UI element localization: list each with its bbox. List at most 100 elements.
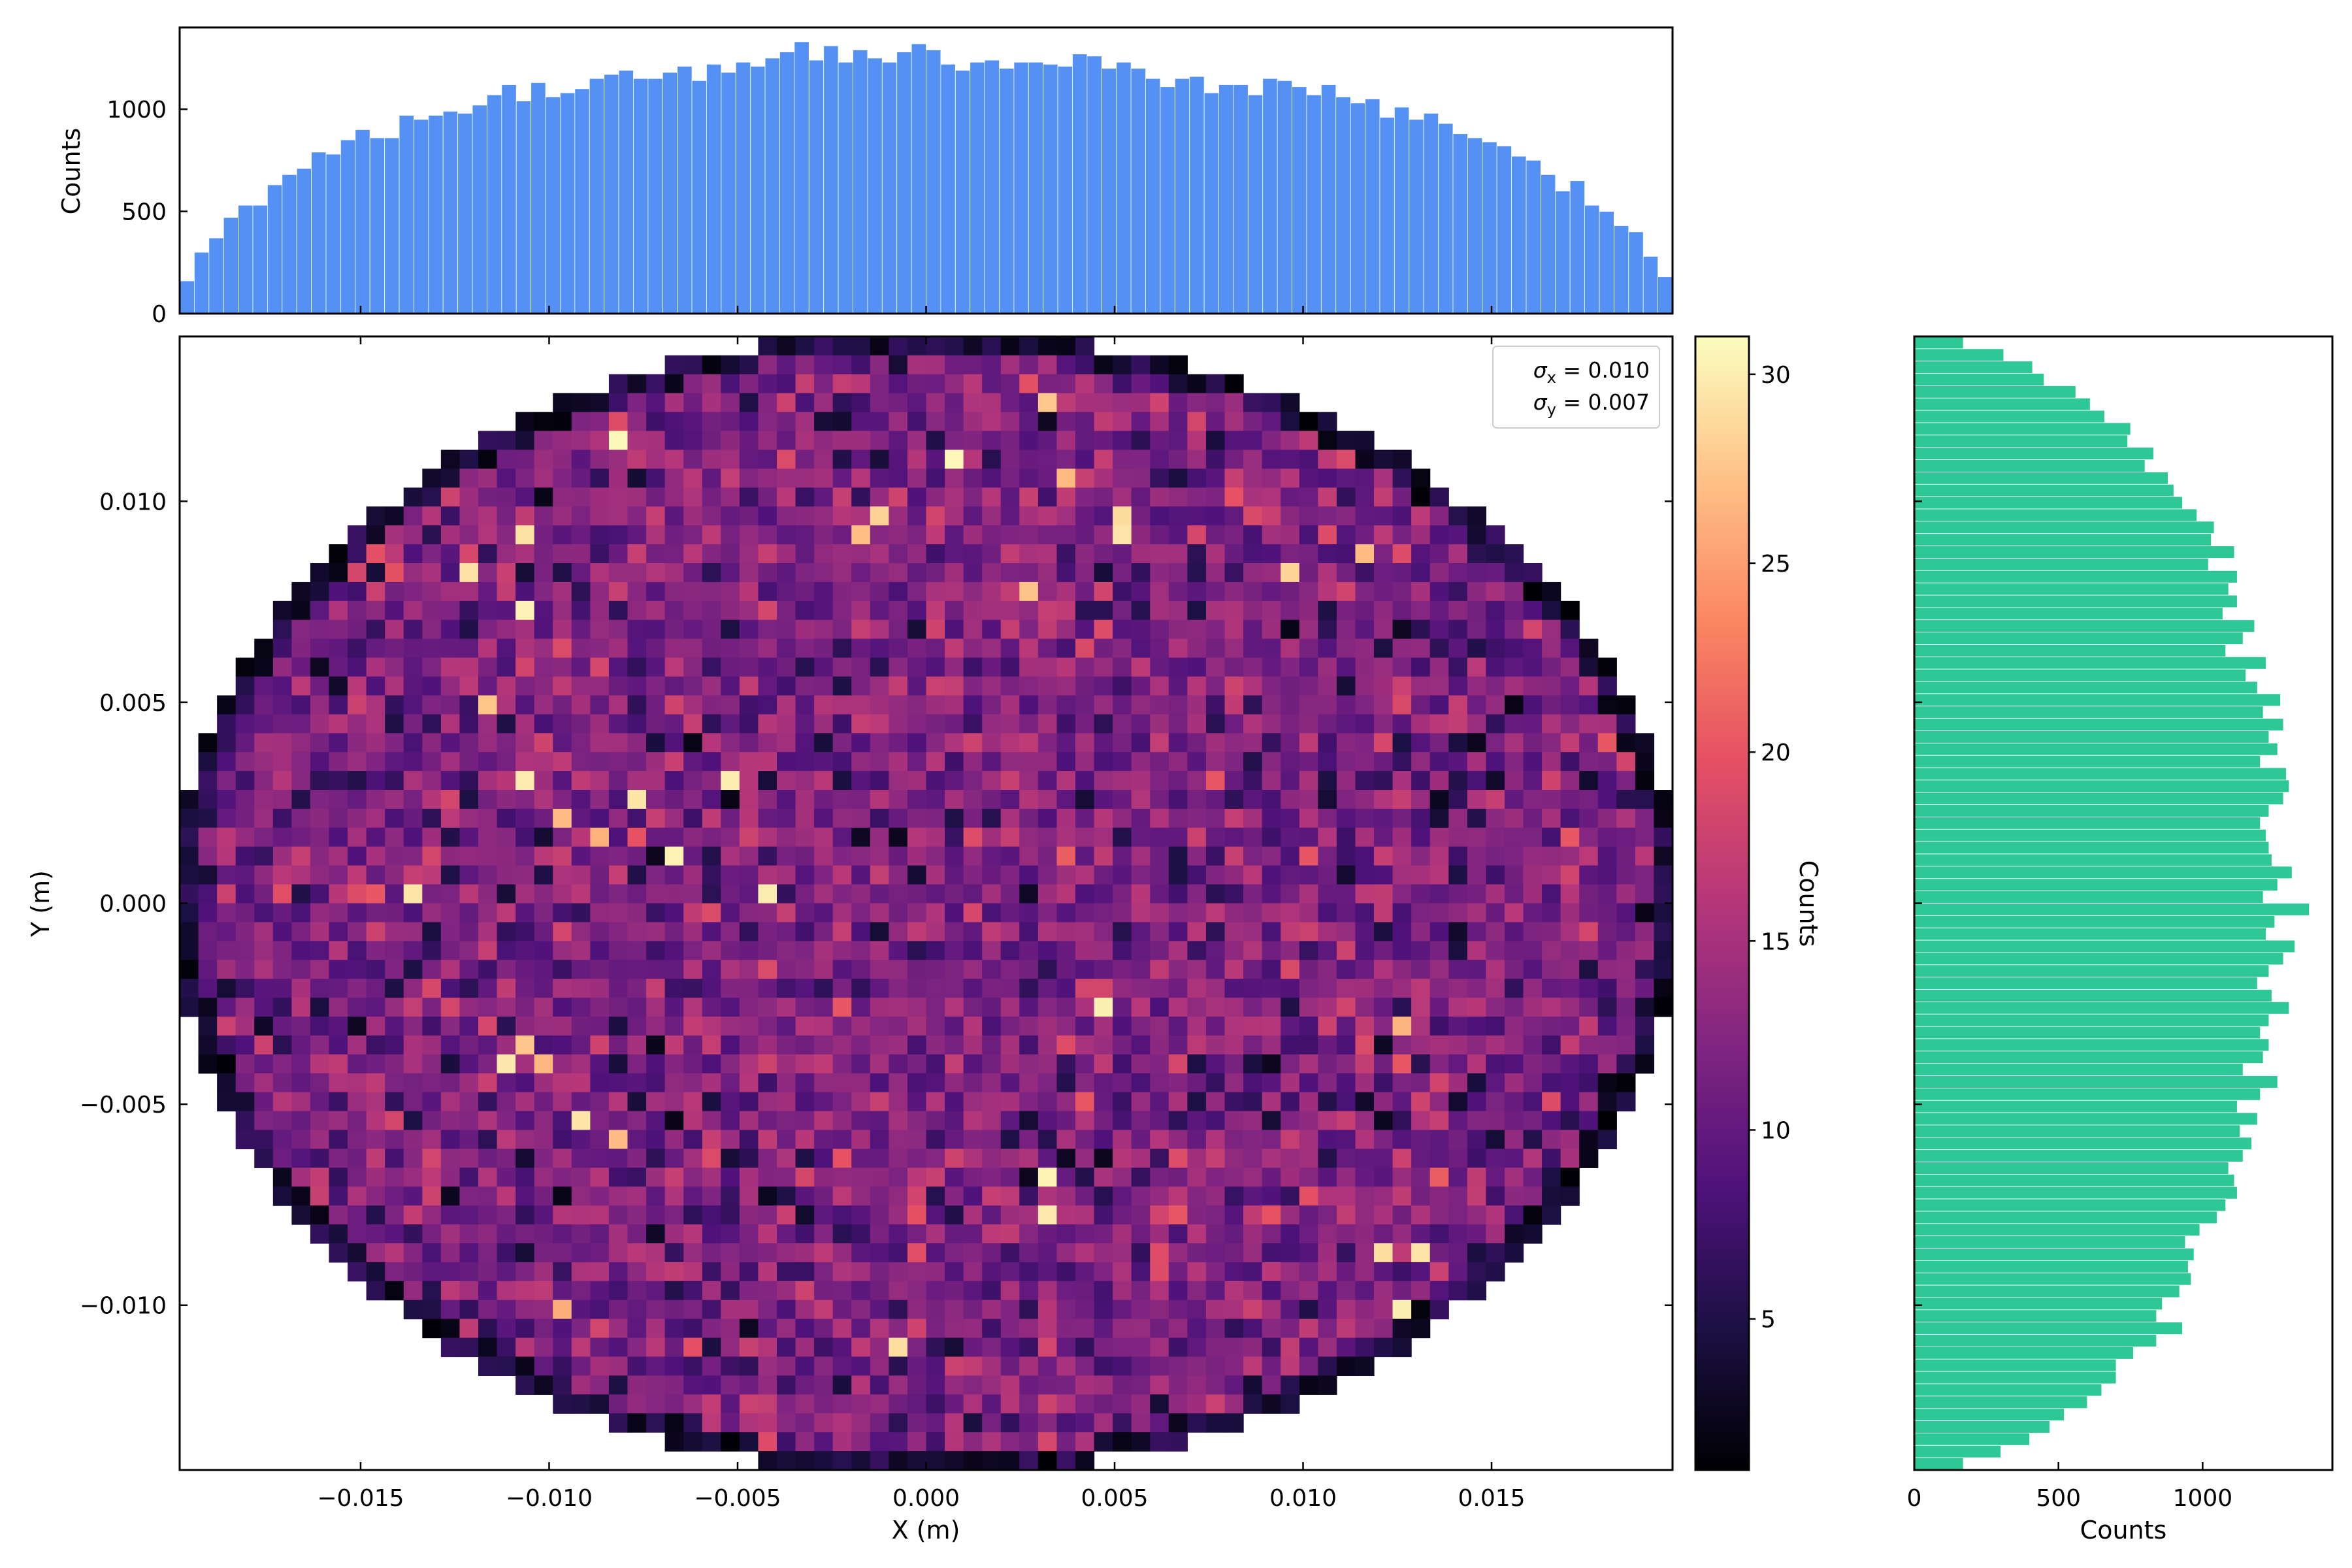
heatmap-cell	[982, 865, 1002, 885]
heatmap-cell	[608, 714, 629, 734]
heatmap-cell	[982, 714, 1002, 734]
heatmap-cell	[982, 1224, 1002, 1244]
x-histogram-bar	[457, 112, 473, 314]
heatmap-cell	[795, 1205, 815, 1225]
heatmap-cell	[889, 1281, 908, 1301]
heatmap-cell	[1113, 1281, 1132, 1301]
y-histogram-bar	[1914, 989, 2272, 1002]
heatmap-cell	[1467, 1111, 1486, 1131]
heatmap-cell	[403, 600, 423, 621]
heatmap-cell	[814, 1035, 834, 1055]
heatmap-cell	[1113, 1205, 1132, 1225]
heatmap-cell	[945, 1318, 964, 1339]
sigma-y-symbol: σ	[1533, 389, 1548, 415]
heatmap-cell	[982, 1149, 1002, 1168]
heatmap-cell	[571, 1375, 591, 1395]
heatmap-cell	[1019, 1111, 1039, 1131]
heatmap-cell	[889, 412, 908, 432]
heatmap-cell	[272, 922, 292, 941]
heatmap-cell	[777, 752, 796, 772]
heatmap-cell	[814, 468, 834, 488]
heatmap-cell	[1281, 487, 1300, 507]
heatmap-cell	[198, 790, 218, 809]
heatmap-cell	[1262, 487, 1281, 507]
heatmap-cell	[1299, 1111, 1318, 1131]
heatmap-cell	[1168, 1054, 1188, 1074]
heatmap-cell	[1113, 846, 1132, 866]
heatmap-cell	[1243, 790, 1263, 809]
heatmap-cell	[1037, 1092, 1058, 1112]
heatmap-cell	[664, 790, 684, 809]
heatmap-cell	[1113, 1168, 1132, 1187]
heatmap-cell	[310, 960, 330, 979]
heatmap-cell	[889, 1356, 908, 1377]
heatmap-cell	[1094, 487, 1113, 507]
heatmap-cell	[664, 393, 684, 413]
heatmap-cell	[739, 657, 759, 678]
heatmap-cell	[310, 998, 330, 1017]
x-histogram-bar	[267, 184, 283, 314]
heatmap-y-axis-label: Y (m)	[26, 870, 55, 938]
heatmap-cell	[217, 752, 237, 772]
heatmap-cell	[1429, 1111, 1449, 1131]
heatmap-cell	[945, 998, 964, 1017]
heatmap-cell	[459, 468, 479, 488]
heatmap-cell	[1523, 790, 1543, 809]
heatmap-cell	[627, 619, 647, 640]
heatmap-cell	[1411, 827, 1431, 847]
heatmap-cell	[870, 1281, 889, 1301]
heatmap-cell	[440, 506, 461, 526]
heatmap-cell	[758, 771, 777, 791]
heatmap-cell	[1262, 393, 1281, 413]
heatmap-cell	[1355, 1017, 1375, 1036]
heatmap-cell	[459, 1186, 479, 1206]
x-histogram-bar	[691, 80, 707, 314]
heatmap-cell	[683, 1375, 703, 1395]
heatmap-cell	[534, 676, 553, 696]
heatmap-cell	[310, 1017, 330, 1036]
heatmap-cell	[702, 431, 721, 451]
heatmap-cell	[385, 1111, 404, 1131]
heatmap-cell	[1037, 1243, 1058, 1263]
heatmap-cell	[963, 506, 983, 526]
heatmap-cell	[459, 506, 479, 526]
x-histogram-bar	[823, 45, 839, 314]
heatmap-cell	[1448, 1243, 1468, 1263]
heatmap-cell	[1150, 998, 1169, 1017]
heatmap-cell	[795, 865, 815, 885]
heatmap-cell	[1037, 808, 1058, 828]
heatmap-cell	[1281, 1243, 1300, 1263]
heatmap-cell	[945, 449, 964, 470]
heatmap-cell	[1262, 1111, 1281, 1131]
heatmap-cell	[459, 1243, 479, 1263]
y-histogram-bar	[1914, 828, 2266, 842]
heatmap-cell	[1486, 922, 1505, 941]
heatmap-cell	[534, 903, 553, 923]
x-histogram-bar	[340, 139, 356, 314]
heatmap-cell	[1281, 1262, 1300, 1282]
heatmap-cell	[590, 1149, 610, 1168]
heatmap-cell	[366, 506, 385, 526]
heatmap-cell	[1262, 752, 1281, 772]
heatmap-cell	[1019, 1262, 1039, 1282]
heatmap-cell	[777, 733, 796, 753]
heatmap-cell	[366, 960, 385, 979]
heatmap-cell	[1299, 1186, 1318, 1206]
heatmap-cell	[646, 1281, 666, 1301]
heatmap-cell	[777, 903, 796, 923]
heatmap-cell	[702, 827, 721, 847]
heatmap-cell	[1150, 638, 1169, 659]
x-histogram-bar	[428, 115, 444, 314]
heatmap-cell	[1150, 941, 1169, 960]
heatmap-cell	[497, 1243, 516, 1263]
heatmap-cell	[272, 676, 292, 696]
heatmap-cell	[1113, 790, 1132, 809]
heatmap-cell	[1113, 1413, 1132, 1433]
heatmap-cell	[1579, 752, 1599, 772]
heatmap-cell	[963, 733, 983, 753]
x-histogram-bar	[1101, 68, 1117, 314]
heatmap-cell	[870, 1243, 889, 1263]
heatmap-cell	[310, 1149, 330, 1168]
heatmap-cell	[478, 1130, 498, 1150]
